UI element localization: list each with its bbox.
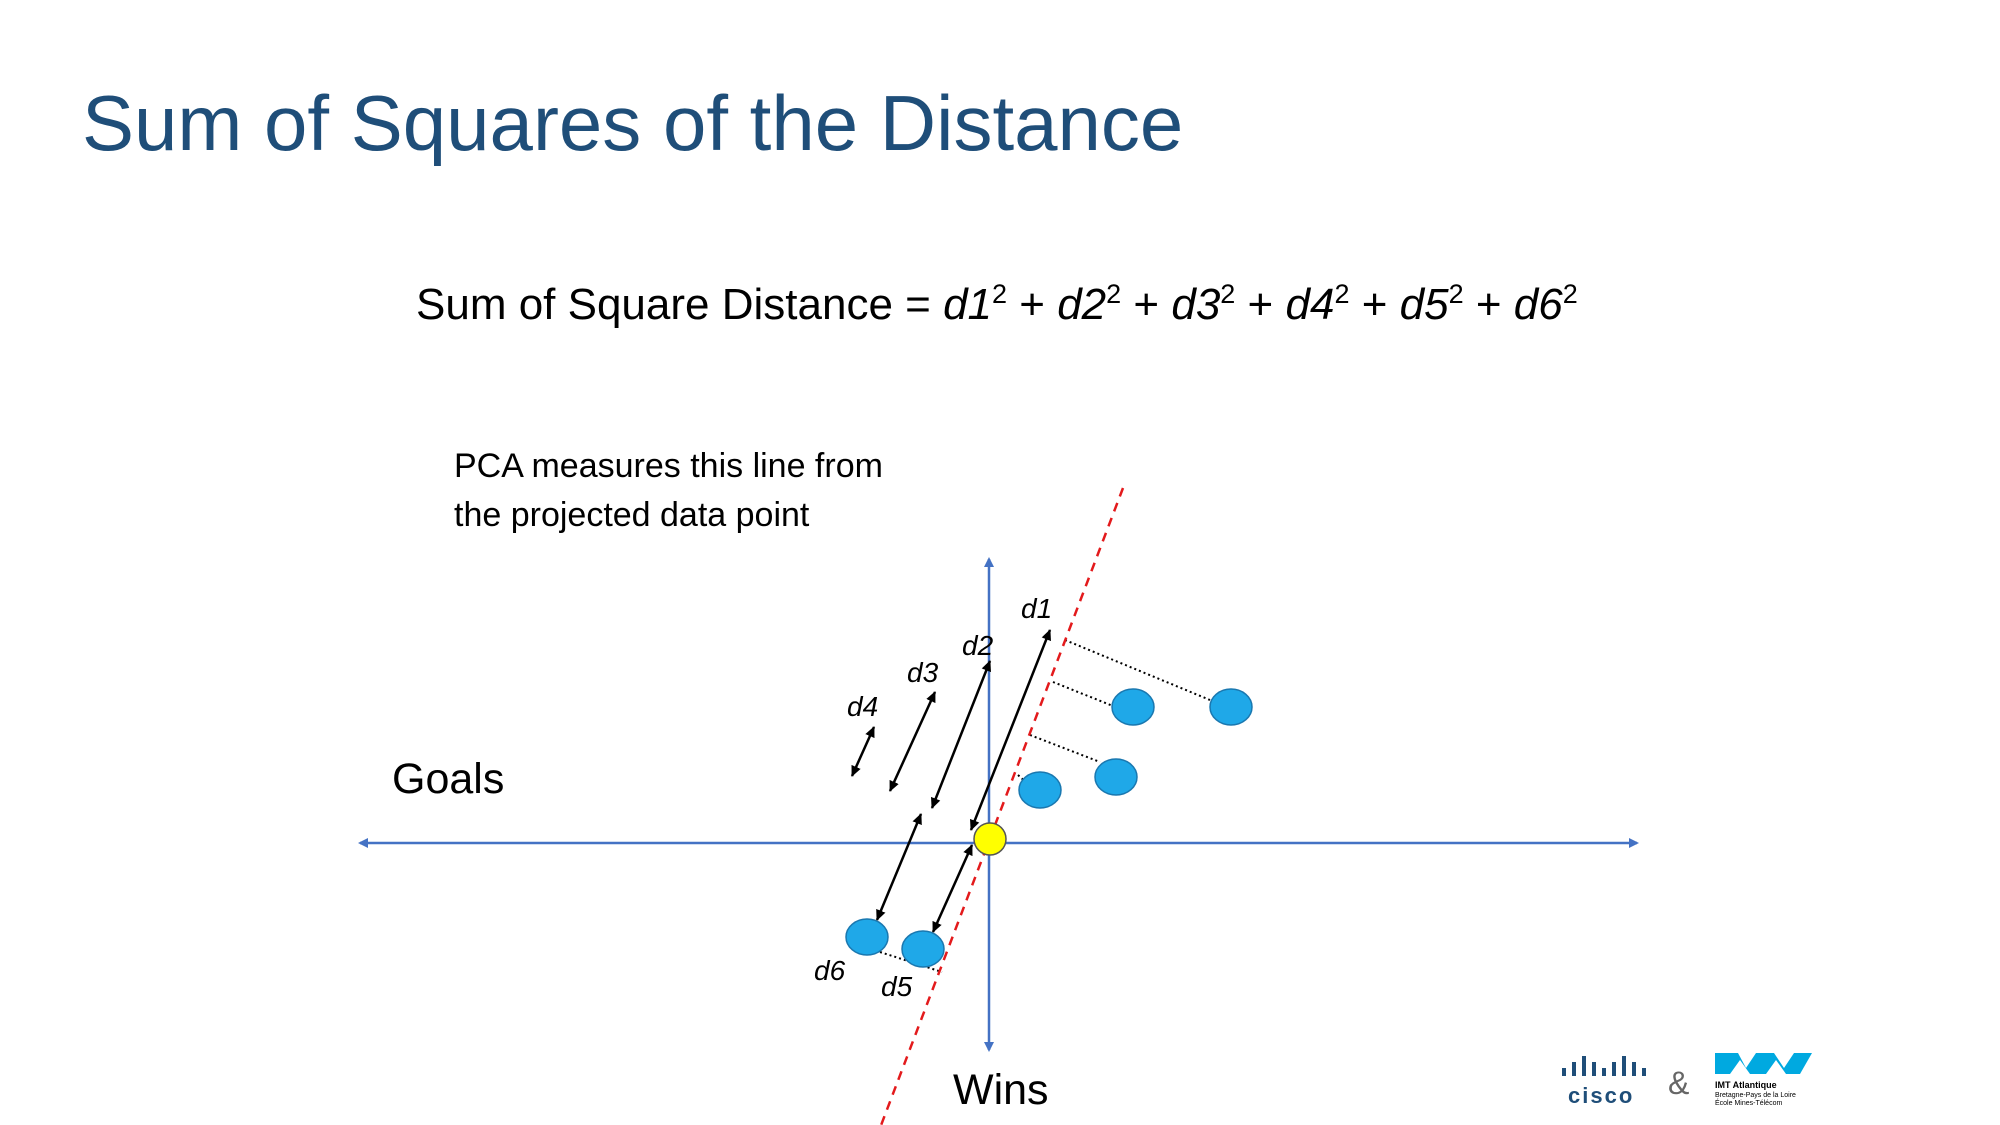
formula-sep: +: [1463, 280, 1514, 329]
projected-point: [973, 822, 1007, 856]
pca-note: PCA measures this line from the projecte…: [454, 442, 883, 540]
pca-note-line2: the projected data point: [454, 496, 810, 534]
cisco-logo: cisco: [1562, 1056, 1646, 1108]
data-point: [1209, 688, 1253, 726]
imt-shape-icon: [1715, 1053, 1812, 1074]
formula-prefix: Sum of Square Distance =: [416, 280, 944, 329]
data-point: [1094, 758, 1138, 796]
imt-subtitle-1: Bretagne-Pays de la Loire: [1715, 1092, 1796, 1099]
cisco-bars-icon: [1562, 1056, 1646, 1076]
formula-term-d6: d6: [1513, 280, 1563, 329]
y-axis-label: Wins: [953, 1066, 1049, 1114]
formula-exp-d3: 2: [1220, 279, 1236, 309]
formula-sep: +: [1007, 280, 1058, 329]
logo-ampersand: &: [1668, 1065, 1689, 1101]
distance-arrow-d2: [930, 660, 992, 809]
sum-of-squares-formula: Sum of Square Distance = d12 + d22 + d32…: [416, 280, 1578, 330]
footer-logos: cisco & IMT Atlantique Bretagne-Pays de …: [1562, 1053, 1812, 1108]
label-d4: d4: [847, 691, 878, 722]
pca-note-line1: PCA measures this line from: [454, 447, 883, 485]
projection-lines: [879, 639, 1211, 973]
label-d3: d3: [907, 657, 939, 688]
label-d5: d5: [881, 971, 913, 1002]
formula-sep: +: [1349, 280, 1400, 329]
slide-title: Sum of Squares of the Distance: [82, 79, 1184, 167]
distance-arrow-d4: [850, 726, 876, 777]
data-point: [901, 930, 945, 968]
label-d1: d1: [1021, 593, 1052, 624]
formula-term-d4: d4: [1285, 280, 1335, 329]
principal-component-line: [879, 487, 1125, 1125]
distance-arrows: [850, 629, 1052, 933]
formula-term-d5: d5: [1399, 280, 1449, 329]
distance-arrow-d5: [931, 844, 974, 933]
formula-sep: +: [1121, 280, 1172, 329]
formula-exp-d2: 2: [1106, 279, 1122, 309]
label-d2: d2: [962, 630, 994, 661]
imt-logo: IMT Atlantique Bretagne-Pays de la Loire…: [1715, 1053, 1812, 1107]
data-point: [845, 918, 889, 956]
data-points: [845, 688, 1253, 968]
formula-term-d2: d2: [1057, 280, 1107, 329]
projection-line-1: [1064, 639, 1211, 701]
formula-exp-d6: 2: [1562, 279, 1578, 309]
label-d6: d6: [814, 955, 846, 986]
imt-name: IMT Atlantique: [1715, 1080, 1777, 1090]
projection-line-2: [1052, 681, 1119, 709]
formula-term-d3: d3: [1171, 280, 1221, 329]
formula-term-d1: d1: [943, 280, 993, 329]
imt-subtitle-2: École Mines-Télécom: [1715, 1098, 1782, 1107]
x-axis-label: Goals: [392, 755, 505, 803]
distance-arrow-d3: [888, 691, 937, 792]
formula-exp-d4: 2: [1334, 279, 1350, 309]
projection-line-3: [1029, 734, 1101, 763]
data-point: [1018, 771, 1062, 809]
distance-arrow-d6: [875, 813, 923, 921]
formula-sep: +: [1235, 280, 1286, 329]
cisco-wordmark: cisco: [1568, 1083, 1634, 1108]
formula-exp-d5: 2: [1448, 279, 1464, 309]
projection-line-5: [879, 951, 943, 973]
data-point: [1111, 688, 1155, 726]
formula-exp-d1: 2: [992, 279, 1008, 309]
